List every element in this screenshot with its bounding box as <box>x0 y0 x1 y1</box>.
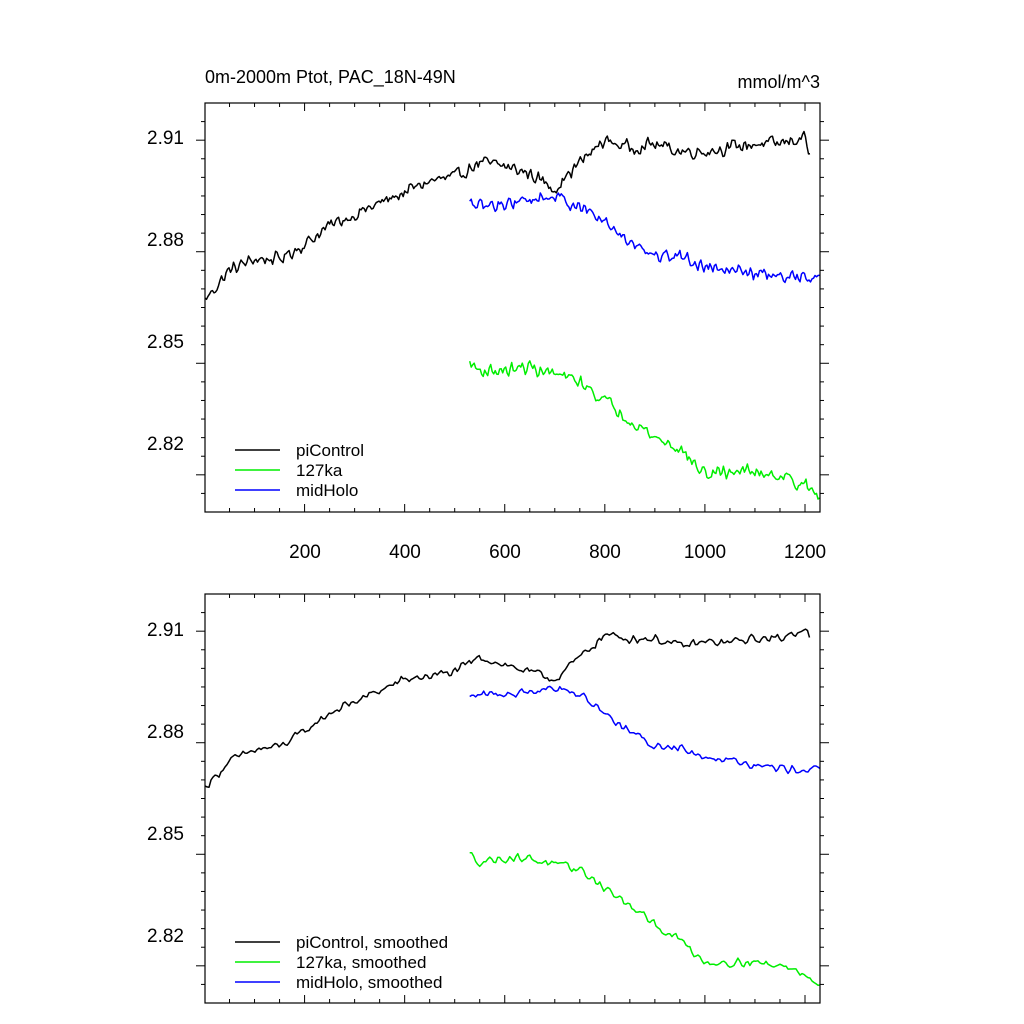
legend-label-picontrol: piControl <box>296 441 364 460</box>
top-x-tick-label: 800 <box>589 542 621 563</box>
legend-label-127ka-smoothed: 127ka, smoothed <box>296 953 426 972</box>
top-y-tick-label: 2.82 <box>147 434 184 455</box>
bottom-legend: piControl, smoothed 127ka, smoothed midH… <box>235 933 448 992</box>
bottom-y-tick-label: 2.88 <box>147 722 184 743</box>
series-line-picontrol-smoothed <box>204 628 811 789</box>
top-x-tick-label: 400 <box>389 542 421 563</box>
legend-label-midholo: midHolo <box>296 481 358 500</box>
top-legend: piControl 127ka midHolo <box>235 441 364 500</box>
top-panel: 0m-2000m Ptot, PAC_18N-49N mmol/m^3 2.82… <box>147 67 829 563</box>
units-label: mmol/m^3 <box>738 72 820 92</box>
series-line-midholo-smoothed <box>469 685 821 775</box>
bottom-y-tick-label: 2.91 <box>147 620 184 641</box>
top-x-tick-label: 1200 <box>784 542 826 563</box>
top-x-tick-labels: 200 400 600 800 1000 1200 <box>289 542 826 563</box>
chart-title: 0m-2000m Ptot, PAC_18N-49N <box>205 67 456 88</box>
bottom-axis-ticks <box>196 594 829 1003</box>
bottom-y-tick-label: 2.82 <box>147 926 184 947</box>
top-y-tick-labels: 2.82 2.85 2.88 2.91 <box>147 128 184 455</box>
top-plot-frame <box>204 102 821 513</box>
series-line-127ka-smoothed <box>469 851 821 986</box>
top-y-tick-label: 2.88 <box>147 230 184 251</box>
top-x-tick-label: 1000 <box>684 542 726 563</box>
bottom-panel: 2.82 2.85 2.88 2.91 piControl, smoothed … <box>147 593 829 1004</box>
series-line-picontrol <box>204 130 811 301</box>
top-axis-ticks <box>196 103 829 512</box>
top-x-tick-label: 200 <box>289 542 321 563</box>
bottom-y-tick-label: 2.85 <box>147 824 184 845</box>
top-y-tick-label: 2.91 <box>147 128 184 149</box>
legend-label-picontrol-smoothed: piControl, smoothed <box>296 933 448 952</box>
bottom-plot-frame <box>204 593 821 1004</box>
bottom-series-lines <box>204 628 821 986</box>
series-line-midholo <box>469 192 820 284</box>
bottom-y-tick-labels: 2.82 2.85 2.88 2.91 <box>147 620 184 947</box>
legend-label-midholo-smoothed: midHolo, smoothed <box>296 973 442 992</box>
top-x-tick-label: 600 <box>489 542 521 563</box>
legend-label-127ka: 127ka <box>296 461 343 480</box>
top-series-lines <box>204 130 820 500</box>
series-line-127ka <box>468 360 820 500</box>
top-y-tick-label: 2.85 <box>147 332 184 353</box>
